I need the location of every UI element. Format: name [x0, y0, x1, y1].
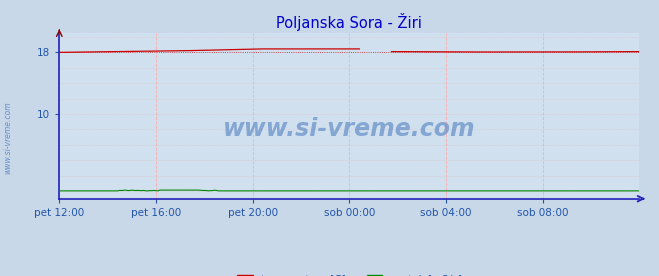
Title: Poljanska Sora - Žiri: Poljanska Sora - Žiri	[276, 13, 422, 31]
Text: www.si-vreme.com: www.si-vreme.com	[3, 102, 13, 174]
Legend: temperatura [C], pretok [m3/s]: temperatura [C], pretok [m3/s]	[233, 271, 466, 276]
Text: www.si-vreme.com: www.si-vreme.com	[223, 117, 476, 141]
